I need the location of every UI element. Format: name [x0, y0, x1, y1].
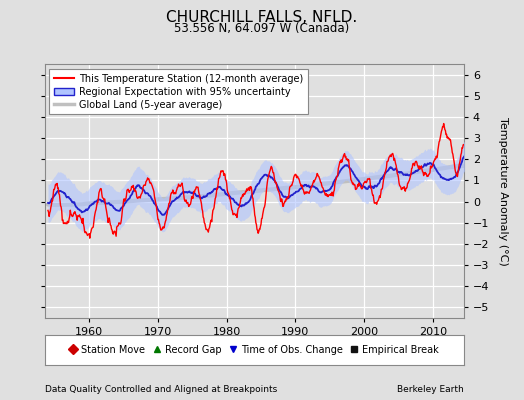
Text: Data Quality Controlled and Aligned at Breakpoints: Data Quality Controlled and Aligned at B… — [45, 385, 277, 394]
Text: CHURCHILL FALLS, NFLD.: CHURCHILL FALLS, NFLD. — [167, 10, 357, 25]
Text: Berkeley Earth: Berkeley Earth — [397, 385, 464, 394]
Legend: Station Move, Record Gap, Time of Obs. Change, Empirical Break: Station Move, Record Gap, Time of Obs. C… — [66, 341, 443, 359]
Text: 53.556 N, 64.097 W (Canada): 53.556 N, 64.097 W (Canada) — [174, 22, 350, 35]
Legend: This Temperature Station (12-month average), Regional Expectation with 95% uncer: This Temperature Station (12-month avera… — [49, 69, 308, 114]
Y-axis label: Temperature Anomaly (°C): Temperature Anomaly (°C) — [498, 117, 508, 265]
